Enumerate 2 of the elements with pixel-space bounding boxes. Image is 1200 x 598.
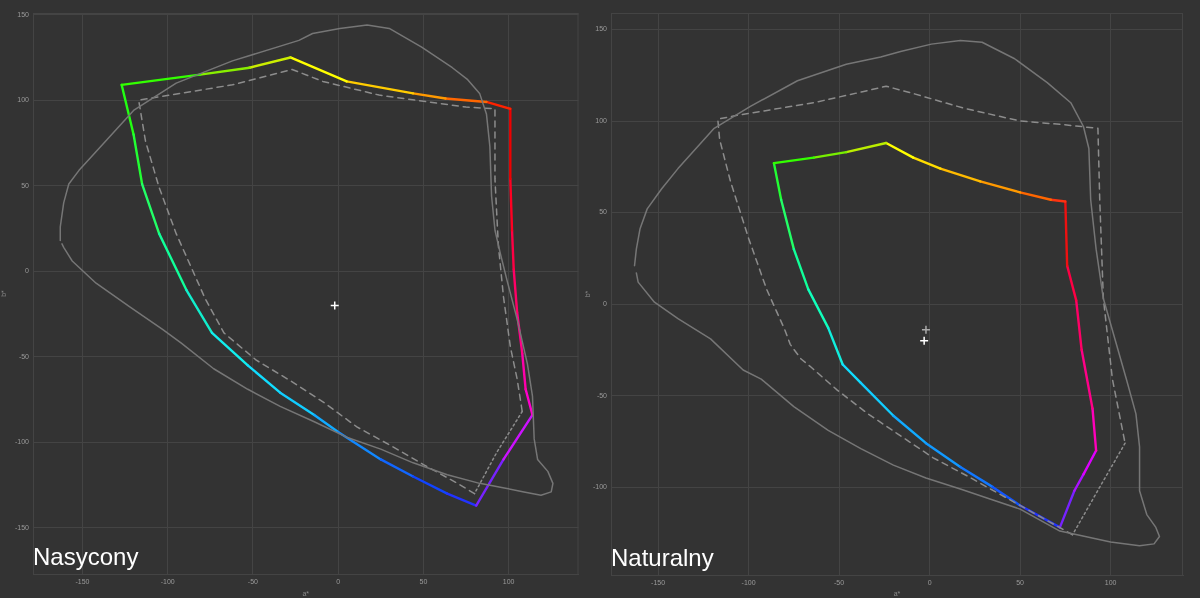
text: Nasycony (33, 543, 139, 570)
text: Naturalny (611, 544, 714, 571)
